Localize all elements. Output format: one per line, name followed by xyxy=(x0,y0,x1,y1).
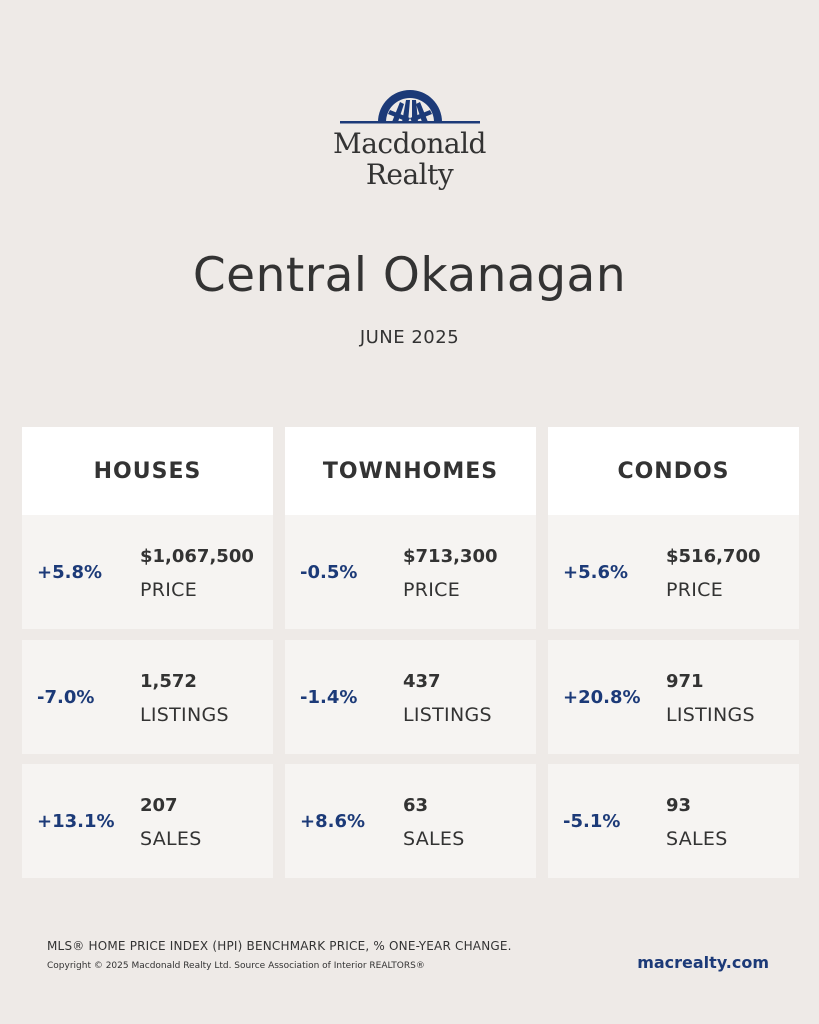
column-header-townhomes: TOWNHOMES xyxy=(285,427,536,515)
stat-card-houses-sales: +13.1% 207 SALES xyxy=(22,764,273,878)
change-value: +5.8% xyxy=(37,561,103,583)
stat-value: 1,572 xyxy=(140,671,197,692)
stat-value: $1,067,500 xyxy=(140,546,254,567)
stat-label: LISTINGS xyxy=(403,704,492,726)
methodology-note: MLS® HOME PRICE INDEX (HPI) BENCHMARK PR… xyxy=(47,939,512,953)
stat-label: SALES xyxy=(403,828,465,850)
sunburst-logo-icon xyxy=(339,90,480,124)
copyright-text: Copyright © 2025 Macdonald Realty Ltd. S… xyxy=(47,961,425,971)
report-period: JUNE 2025 xyxy=(359,327,460,348)
column-townhomes: TOWNHOMES -0.5% $713,300 PRICE -1.4% 437… xyxy=(285,427,536,878)
change-value: -7.0% xyxy=(37,686,95,708)
stat-card-townhomes-sales: +8.6% 63 SALES xyxy=(285,764,536,878)
brand-logo: Macdonald Realty xyxy=(0,80,819,190)
brand-name-line2: Realty xyxy=(365,158,454,191)
stat-value: $516,700 xyxy=(666,546,761,567)
stat-value: 437 xyxy=(403,671,441,692)
change-value: -5.1% xyxy=(563,810,621,832)
stat-value: 63 xyxy=(403,795,429,816)
stat-card-condos-sales: -5.1% 93 SALES xyxy=(548,764,799,878)
stat-value: 207 xyxy=(140,795,178,816)
column-header-condos: CONDOS xyxy=(548,427,799,515)
stat-label: LISTINGS xyxy=(666,704,755,726)
change-value: -0.5% xyxy=(300,561,358,583)
stat-label: LISTINGS xyxy=(140,704,229,726)
stat-card-condos-price: +5.6% $516,700 PRICE xyxy=(548,515,799,629)
change-value: +13.1% xyxy=(37,810,115,832)
stat-label: SALES xyxy=(666,828,728,850)
column-header-houses: HOUSES xyxy=(22,427,273,515)
stat-label: PRICE xyxy=(403,579,461,601)
stat-card-houses-listings: -7.0% 1,572 LISTINGS xyxy=(22,640,273,754)
stat-card-houses-price: +5.8% $1,067,500 PRICE xyxy=(22,515,273,629)
change-value: +8.6% xyxy=(300,810,366,832)
brand-name-line1: Macdonald xyxy=(333,127,486,160)
stat-value: $713,300 xyxy=(403,546,498,567)
column-houses: HOUSES +5.8% $1,067,500 PRICE -7.0% 1,57… xyxy=(22,427,273,878)
stat-card-townhomes-price: -0.5% $713,300 PRICE xyxy=(285,515,536,629)
change-value: +20.8% xyxy=(563,686,641,708)
stat-label: SALES xyxy=(140,828,202,850)
stat-card-condos-listings: +20.8% 971 LISTINGS xyxy=(548,640,799,754)
page-title: Central Okanagan xyxy=(192,248,627,303)
change-value: -1.4% xyxy=(300,686,358,708)
stat-label: PRICE xyxy=(140,579,198,601)
stat-label: PRICE xyxy=(666,579,724,601)
stat-value: 971 xyxy=(666,671,704,692)
change-value: +5.6% xyxy=(563,561,629,583)
column-condos: CONDOS +5.6% $516,700 PRICE +20.8% 971 L… xyxy=(548,427,799,878)
website-link[interactable]: macrealty.com xyxy=(637,953,769,972)
stat-value: 93 xyxy=(666,795,692,816)
stat-card-townhomes-listings: -1.4% 437 LISTINGS xyxy=(285,640,536,754)
